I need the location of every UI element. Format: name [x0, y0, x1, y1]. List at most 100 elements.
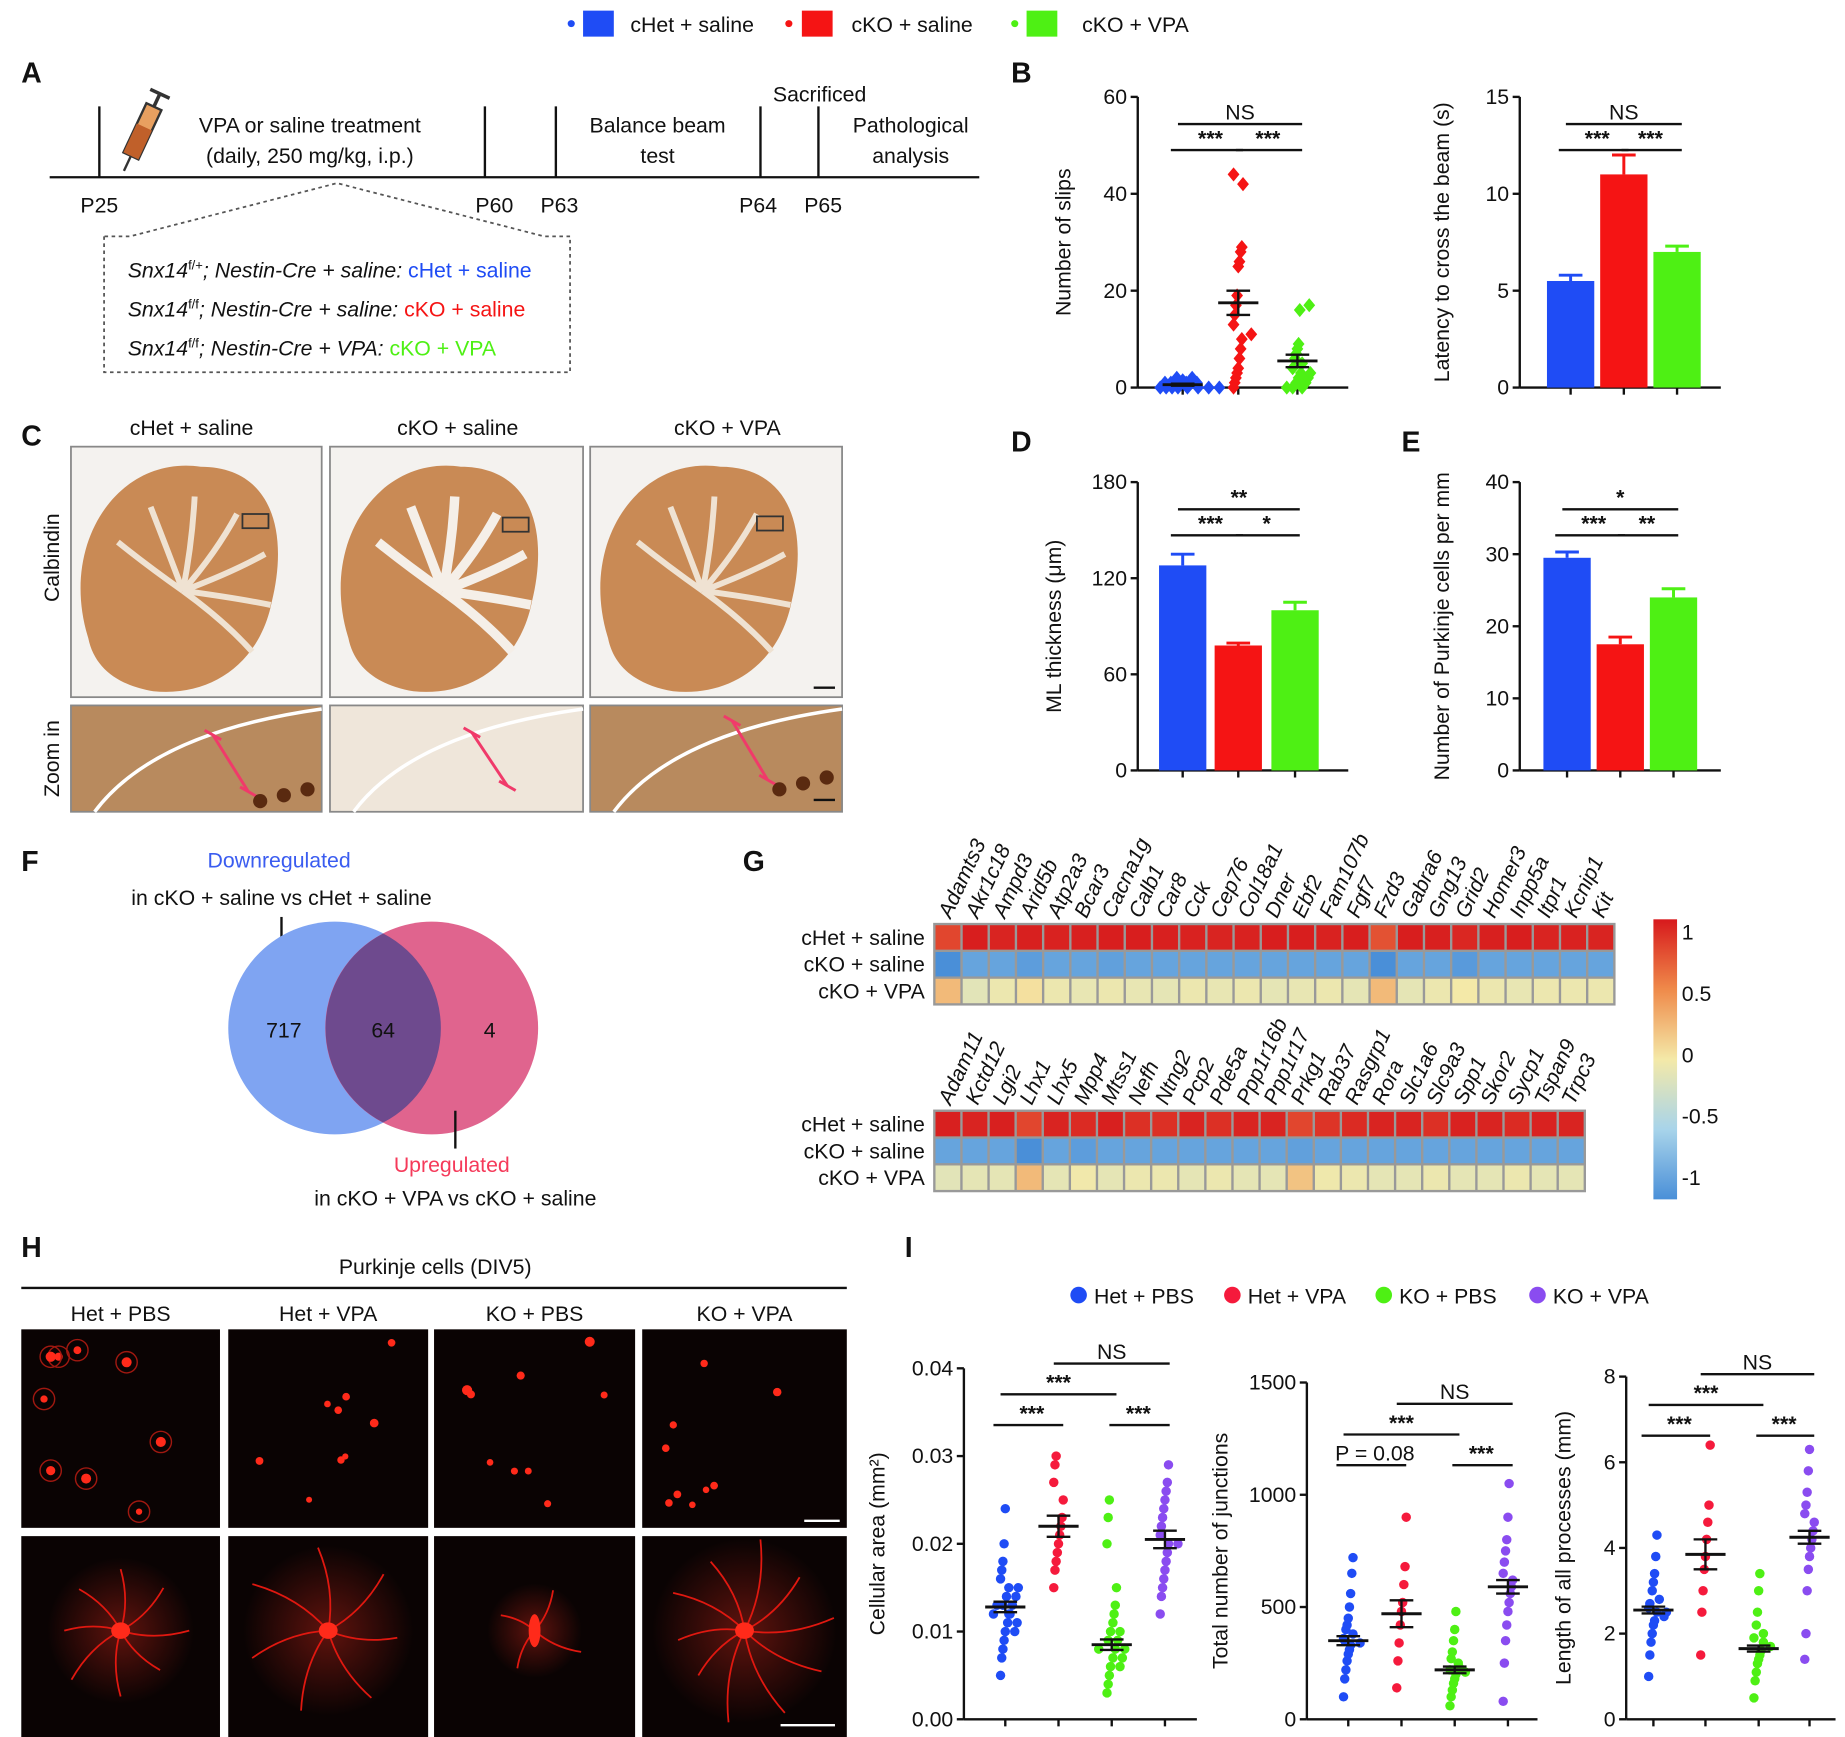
data-point: [1802, 1586, 1812, 1596]
data-point: [988, 1609, 999, 1619]
significance-label: ***: [1198, 512, 1224, 536]
downregulated-title: Downregulated: [208, 848, 351, 872]
heatmap-cell: [1397, 978, 1423, 1004]
heatmap-cell: [1396, 1111, 1422, 1137]
heatmap-cell: [1342, 1165, 1367, 1190]
white-matter-tract: [182, 587, 272, 608]
data-point: [1050, 1565, 1060, 1575]
data-point: [1233, 254, 1246, 269]
significance-label: ***: [1389, 1411, 1415, 1435]
heatmap-cell: [1423, 1138, 1449, 1164]
y-tick-label: 2: [1604, 1622, 1616, 1646]
heatmap-cell: [1287, 1138, 1313, 1164]
heatmap-cell: [1234, 952, 1260, 977]
data-point: [1649, 1568, 1660, 1579]
column-title: KO + VPA: [697, 1302, 794, 1326]
data-point: [1647, 1628, 1657, 1639]
data-point: [1013, 1582, 1024, 1593]
heatmap-cell: [1397, 952, 1423, 977]
heatmap-cell: [1561, 978, 1586, 1004]
y-tick-label: 0: [1115, 376, 1127, 400]
data-point: [1800, 1508, 1810, 1519]
white-matter-tract: [181, 551, 267, 594]
heatmap-cell: [989, 1111, 1015, 1137]
heatmap-cell: [1180, 925, 1206, 950]
column-title: KO + PBS: [486, 1302, 584, 1326]
legend-dot-icon: [1011, 20, 1019, 28]
heatmap-cell: [1343, 952, 1369, 977]
low-mag-image: [21, 1329, 220, 1528]
data-point: [1752, 1607, 1763, 1617]
purkinje-cell: [486, 1459, 494, 1466]
heatmap-cell: [1071, 952, 1097, 977]
data-point: [1401, 1512, 1411, 1522]
ml-thickness-marker-cap: [758, 773, 777, 786]
heatmap-row-label: cKO + VPA: [818, 1166, 925, 1190]
heatmap-cell: [1207, 952, 1233, 977]
downregulated-subtitle: in cKO + saline vs cHet + saline: [131, 886, 431, 910]
purkinje-cell: [46, 1465, 56, 1476]
low-mag-image: [228, 1329, 429, 1528]
data-point: [1054, 1530, 1065, 1540]
significance-label: ***: [1019, 1401, 1045, 1425]
data-point: [1160, 1495, 1170, 1505]
data-point: [1449, 1624, 1460, 1635]
purkinje-cell: [772, 1387, 782, 1397]
column-title: cKO + saline: [397, 416, 518, 440]
heatmap-row-label: cHet + saline: [801, 1113, 925, 1137]
heatmap-cell: [1207, 978, 1233, 1004]
data-point: [1051, 1451, 1061, 1461]
heatmap-cell: [1287, 1111, 1313, 1137]
heatmap-cell: [1342, 1138, 1367, 1164]
white-matter-tract: [180, 512, 240, 593]
data-point: [1803, 1564, 1814, 1575]
heatmap-cell: [1396, 1138, 1422, 1164]
heatmap-cell: [1180, 952, 1206, 977]
heatmap-cell: [1152, 1138, 1178, 1164]
heatmap-cell: [1098, 952, 1124, 977]
data-point: [1011, 1591, 1021, 1602]
purkinje-cell: [600, 1391, 608, 1399]
y-tick-label: 0.03: [912, 1444, 953, 1468]
y-tick-label: 180: [1092, 470, 1128, 494]
zoom-in-image: [589, 704, 843, 813]
y-axis-label: Number of slips: [1051, 168, 1075, 316]
data-point: [1115, 1626, 1125, 1637]
purkinje-cell: [702, 1486, 710, 1494]
purkinje-cell: [342, 1392, 350, 1401]
neurite: [252, 1583, 329, 1632]
ml-thickness-marker: [470, 731, 509, 787]
colorbar-tick-label: 1: [1682, 920, 1694, 944]
white-matter-tract: [667, 505, 706, 592]
heatmap-cell: [1506, 952, 1532, 977]
heatmap-cell: [962, 925, 988, 950]
white-matter-tract: [699, 496, 718, 592]
heatmap-cell: [1370, 952, 1396, 977]
y-axis-label: Length of all processes (mm): [1552, 1411, 1576, 1685]
bar: [1546, 280, 1595, 388]
heatmap-row-label: cHet + saline: [801, 926, 925, 950]
data-point: [1058, 1495, 1068, 1505]
heatmap-cell: [1016, 1111, 1042, 1137]
data-point: [1049, 1477, 1059, 1488]
data-point: [997, 1653, 1007, 1663]
data-point: [998, 1644, 1008, 1654]
heatmap-cell: [1125, 1138, 1150, 1164]
data-point: [1498, 1696, 1508, 1707]
group-definition-line: Snx14f/f; Nestin-Cre + saline: cKO + sal…: [128, 296, 526, 321]
data-point: [1105, 1661, 1116, 1672]
bar: [1653, 251, 1701, 388]
purkinje-cell: [324, 1400, 331, 1408]
data-point: [1753, 1586, 1764, 1596]
panel-label-e: E: [1401, 426, 1420, 458]
heatmap-cell: [1504, 1165, 1530, 1190]
cell-outline: [74, 1467, 98, 1490]
data-point: [998, 1556, 1008, 1567]
heatmap-cell: [1450, 1165, 1476, 1190]
y-tick-label: 0.02: [912, 1532, 953, 1556]
heatmap-cell: [1071, 978, 1097, 1004]
ml-thickness-marker-cap: [498, 779, 517, 792]
venn-count-overlap: 64: [371, 1018, 395, 1042]
bar: [1214, 645, 1262, 771]
